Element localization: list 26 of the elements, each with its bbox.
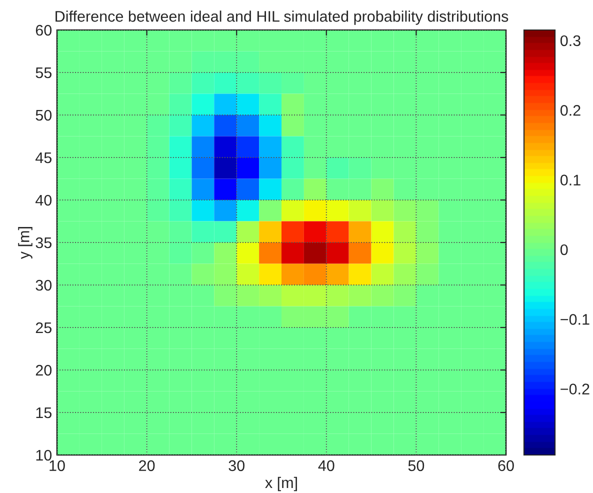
x-tick-label: 50 — [408, 460, 424, 472]
y-tick-label: 30 — [36, 280, 52, 291]
y-tick-label: 15 — [36, 408, 52, 418]
y-tick-label: 50 — [36, 110, 52, 121]
color-bar-label: 0 — [560, 244, 568, 256]
y-axis-title: y [m] — [18, 227, 32, 260]
color-bar-label: 0.3 — [560, 35, 580, 46]
color-bar-label: 0.2 — [560, 104, 580, 116]
y-tick-label: 20 — [36, 364, 52, 376]
color-bar-label: 0.1 — [560, 174, 580, 186]
color-bar-label: −0.1 — [560, 314, 590, 325]
x-tick-label: 10 — [50, 460, 65, 472]
y-tick-label: 10 — [36, 450, 52, 461]
y-tick-label: 55 — [36, 68, 52, 78]
color-bar-label: −0.2 — [560, 384, 590, 394]
x-axis-title: x [m] — [265, 476, 297, 492]
y-tick-label: 60 — [36, 24, 52, 36]
y-tick-label: 45 — [36, 152, 52, 164]
y-tick-label: 40 — [36, 194, 52, 206]
x-tick-label: 60 — [498, 460, 514, 472]
x-tick-label: 20 — [139, 460, 155, 472]
x-tick-label: 30 — [228, 460, 244, 472]
chart-title: Difference between ideal and HIL simulated probability distributions — [56, 10, 508, 25]
y-tick-label: 35 — [36, 237, 52, 248]
x-tick-label: 40 — [318, 460, 334, 472]
y-tick-label: 25 — [36, 322, 52, 334]
